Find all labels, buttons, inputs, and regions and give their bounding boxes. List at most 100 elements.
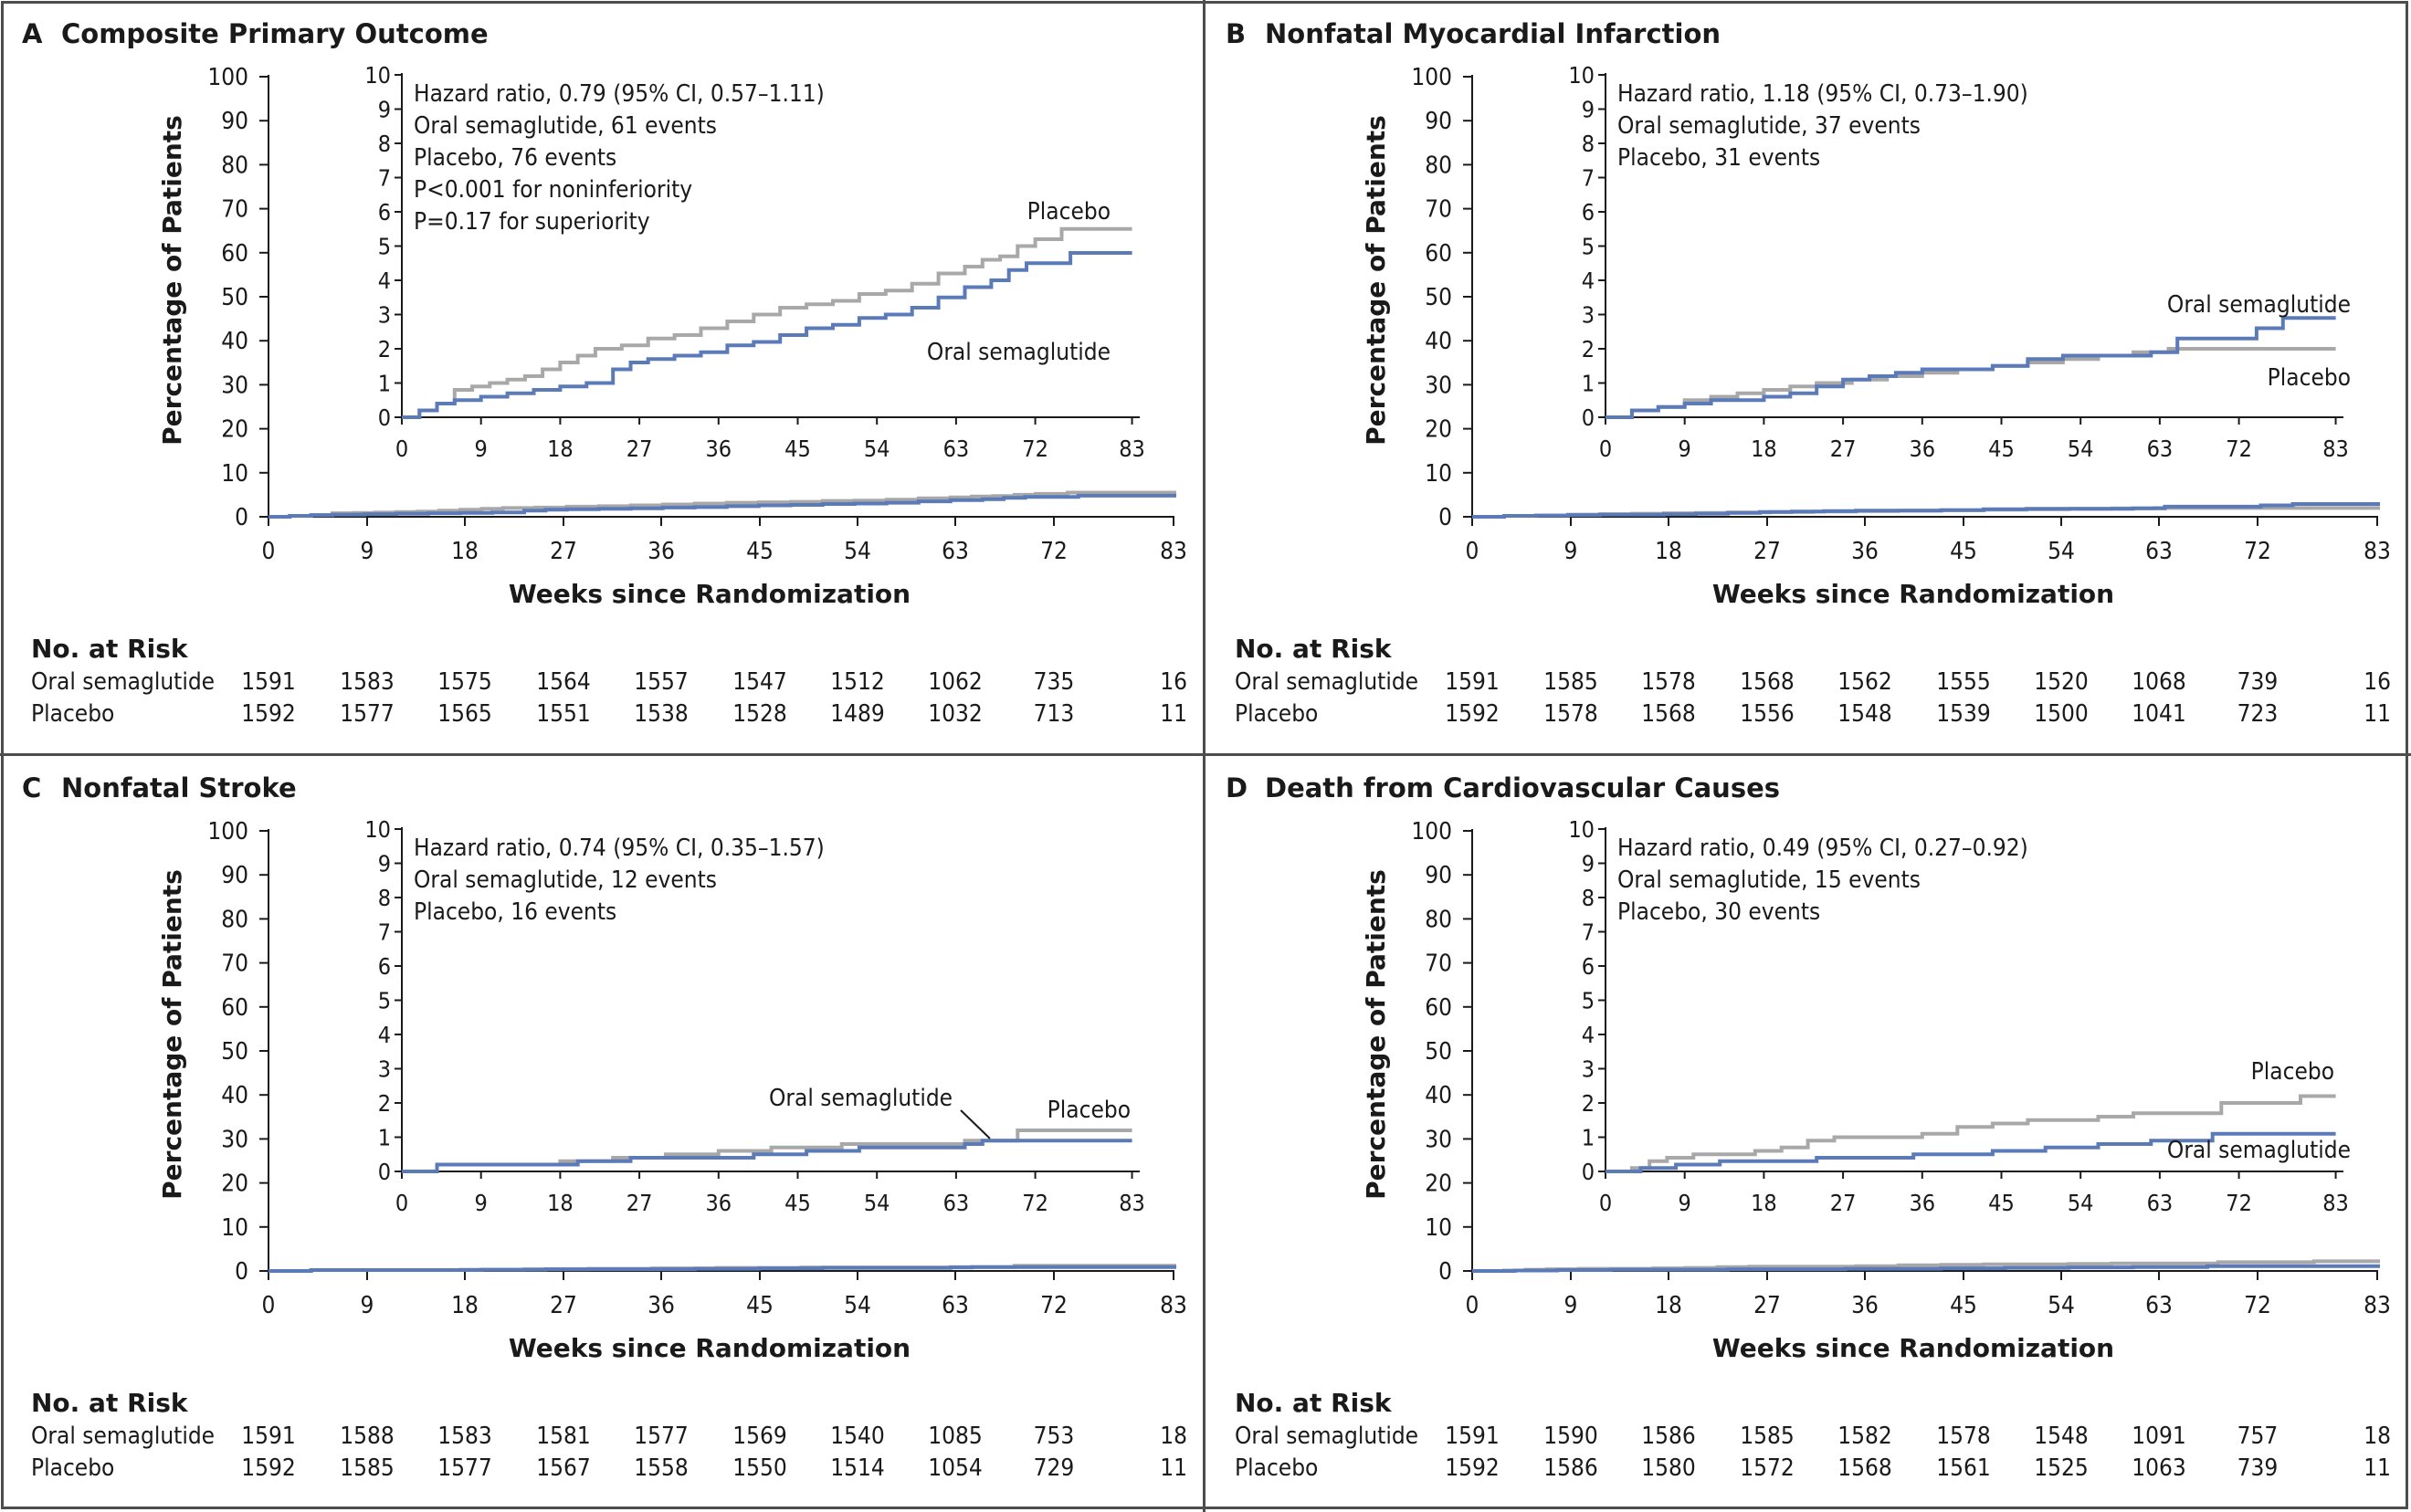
risk-cell: 1588 (340, 1423, 395, 1450)
panel-divider-vertical (1203, 0, 1206, 1512)
risk-cell: 1063 (2132, 1454, 2186, 1482)
main-x-tick-label: 9 (1564, 1292, 1578, 1319)
main-y-tick-label: 40 (1425, 1082, 1452, 1109)
main-x-tick-label: 0 (1466, 538, 1479, 565)
inset-y-tick-label: 4 (1582, 1022, 1595, 1048)
x-axis-title: Weeks since Randomization (509, 1333, 911, 1363)
y-axis-title: Percentage of Patients (1361, 869, 1391, 1200)
risk-cell: 1578 (1543, 700, 1598, 728)
annotation-line: Placebo, 30 events (1617, 898, 1820, 926)
inset-x-tick-label: 63 (2147, 1190, 2174, 1216)
risk-cell: 1575 (437, 668, 492, 696)
main-x-tick-label: 63 (942, 1292, 969, 1319)
risk-cell: 1592 (241, 1454, 296, 1482)
risk-cell: 1564 (536, 668, 591, 696)
main-y-tick-label: 30 (1425, 372, 1452, 399)
inset-y-tick-label: 6 (378, 953, 391, 980)
chart-svg: D Death from Cardiovascular Causes0102030… (1226, 772, 2391, 1482)
main-x-tick-label: 0 (262, 1292, 276, 1319)
inset-y-tick-label: 9 (378, 97, 391, 123)
risk-cell: 1569 (732, 1423, 787, 1450)
main-y-tick-label: 90 (221, 108, 248, 135)
inset-series-placebo (1606, 347, 2336, 419)
risk-cell: 1085 (928, 1423, 983, 1450)
inset-y-tick-label: 0 (1582, 1159, 1595, 1185)
main-x-tick-label: 18 (1655, 538, 1682, 565)
inset-y-tick-label: 1 (378, 1125, 391, 1151)
inset-y-tick-label: 2 (378, 1090, 391, 1117)
main-y-tick-label: 80 (221, 906, 248, 933)
inset-y-tick-label: 0 (1582, 404, 1595, 431)
risk-cell: 1512 (830, 668, 885, 696)
inset-y-tick-label: 2 (1582, 336, 1595, 362)
inset-y-tick-label: 3 (1582, 302, 1595, 329)
risk-cell: 1548 (1837, 700, 1892, 728)
inset-x-tick-label: 36 (705, 1190, 732, 1216)
annotation-line: Hazard ratio, 0.79 (95% CI, 0.57–1.11) (414, 80, 825, 108)
risk-cell: 1558 (634, 1454, 689, 1482)
main-y-tick-label: 100 (207, 64, 248, 91)
inset-y-tick-label: 10 (1568, 816, 1595, 843)
risk-cell: 1577 (437, 1454, 492, 1482)
panel-title: Nonfatal Stroke (61, 772, 297, 803)
inset-y-tick-label: 0 (378, 1159, 391, 1185)
main-x-tick-label: 36 (647, 1292, 675, 1319)
risk-cell: 1567 (536, 1454, 591, 1482)
inset-y-tick-label: 6 (378, 199, 391, 226)
main-x-tick-label: 54 (2048, 538, 2075, 565)
main-y-tick-label: 30 (221, 372, 248, 399)
inset-x-tick-label: 27 (626, 1190, 653, 1216)
risk-cell: 1514 (830, 1454, 885, 1482)
inset-y-tick-label: 7 (1582, 165, 1595, 192)
risk-cell: 739 (2237, 1454, 2279, 1482)
main-x-tick-label: 27 (550, 538, 577, 565)
main-x-tick-label: 18 (451, 1292, 479, 1319)
inset-x-tick-label: 0 (1599, 1190, 1612, 1216)
main-x-tick-label: 72 (2244, 1292, 2271, 1319)
risk-table-header: No. at Risk (31, 634, 189, 664)
risk-row-label: Placebo (1235, 700, 1318, 728)
risk-cell: 1551 (536, 700, 591, 728)
inset-x-tick-label: 9 (1679, 1190, 1691, 1216)
main-x-tick-label: 54 (844, 1292, 871, 1319)
risk-cell: 1585 (1543, 668, 1598, 696)
inset-y-tick-label: 9 (1582, 97, 1595, 123)
panel-title: Composite Primary Outcome (61, 18, 489, 49)
main-x-tick-label: 72 (1040, 538, 1068, 565)
panel-letter: C (22, 772, 41, 803)
main-x-tick-label: 9 (1564, 538, 1578, 565)
panel-a-composite-primary-outcome: A Composite Primary Outcome 0 10 20 30 40 50 60 7… (2, 2, 1204, 754)
risk-cell: 1583 (340, 668, 395, 696)
panel-divider-horizontal (0, 753, 2411, 756)
main-y-tick-label: 30 (1425, 1126, 1452, 1153)
risk-row-label: Oral semaglutide (1235, 1423, 1418, 1450)
annotation-line: P=0.17 for superiority (414, 208, 650, 236)
main-y-tick-label: 10 (1425, 460, 1452, 488)
inset-series-oral-semaglutide (1606, 1131, 2336, 1173)
annotation-line: Hazard ratio, 1.18 (95% CI, 0.73–1.90) (1617, 80, 2028, 108)
main-y-tick-label: 50 (1425, 284, 1452, 311)
risk-cell: 1520 (2034, 668, 2089, 696)
inset-y-tick-label: 10 (364, 62, 391, 89)
inset-x-tick-label: 54 (864, 436, 890, 462)
risk-cell: 735 (1034, 668, 1075, 696)
label-leader-line (960, 1109, 991, 1139)
inset-x-tick-label: 9 (1679, 436, 1691, 462)
main-y-tick-label: 80 (221, 152, 248, 179)
risk-cell: 1592 (1445, 700, 1500, 728)
inset-x-tick-label: 72 (2226, 436, 2252, 462)
main-x-tick-label: 83 (1160, 1292, 1187, 1319)
inset-series-oral-semaglutide (1606, 316, 2336, 419)
main-x-tick-label: 72 (1040, 1292, 1068, 1319)
main-x-tick-label: 83 (2364, 1292, 2391, 1319)
risk-cell: 1489 (830, 700, 885, 728)
inset-x-tick-label: 72 (2226, 1190, 2252, 1216)
inset-y-tick-label: 5 (378, 988, 391, 1014)
risk-cell: 1578 (1641, 668, 1696, 696)
inset-x-tick-label: 45 (1988, 1190, 2015, 1216)
label-oral-semaglutide: Oral semaglutide (2167, 1137, 2351, 1164)
panel-letter: A (22, 18, 43, 49)
risk-row-label: Placebo (1235, 1454, 1318, 1482)
risk-cell: 1591 (241, 1423, 296, 1450)
inset-x-tick-label: 63 (2147, 436, 2174, 462)
